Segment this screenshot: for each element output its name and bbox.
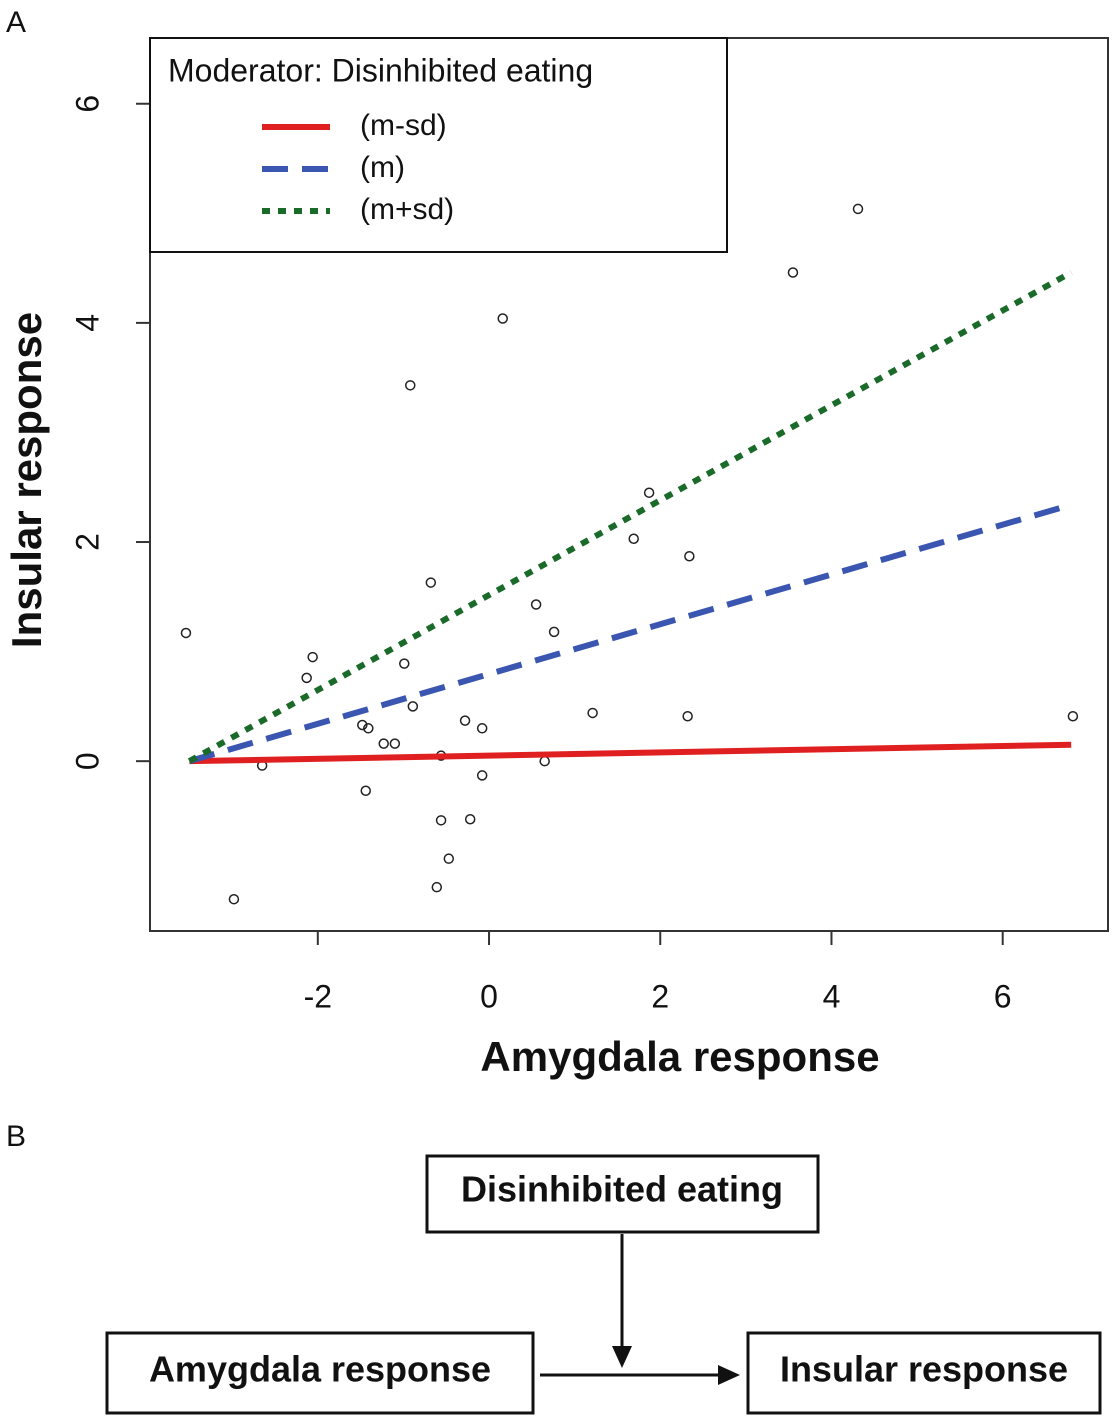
node-box xyxy=(746,1331,1102,1415)
point xyxy=(682,710,693,722)
diagram xyxy=(105,1154,1102,1415)
point xyxy=(443,853,455,864)
y-tick-label: 6 xyxy=(69,95,105,113)
point xyxy=(301,672,312,684)
y-tick-label: 2 xyxy=(69,533,105,551)
y-tick-label: 4 xyxy=(69,314,105,332)
point xyxy=(476,723,488,734)
point xyxy=(378,738,389,749)
point xyxy=(425,577,437,588)
x-tick-label: 2 xyxy=(651,978,669,1014)
fit-line xyxy=(187,269,1073,764)
x-tick-label: 0 xyxy=(480,978,498,1014)
legend: Moderator: Disinhibited eating (m-sd) (m) (… xyxy=(149,37,728,253)
point xyxy=(360,785,371,796)
point xyxy=(405,380,416,391)
y-axis-label: Insular response xyxy=(3,312,50,648)
node-box xyxy=(105,1331,535,1415)
point xyxy=(464,813,476,825)
node-label: Insular response xyxy=(780,1349,1068,1390)
point xyxy=(643,487,655,498)
point xyxy=(363,723,374,734)
point xyxy=(852,203,864,215)
point xyxy=(587,707,598,719)
point xyxy=(407,701,419,712)
legend-title: Moderator: Disinhibited eating xyxy=(168,52,593,88)
node-label: Disinhibited eating xyxy=(461,1169,783,1210)
point xyxy=(476,770,488,781)
point xyxy=(228,893,240,905)
arrow-head xyxy=(612,1346,632,1368)
legend-label: (m) xyxy=(360,151,405,184)
point xyxy=(548,626,560,638)
point xyxy=(787,267,799,278)
point xyxy=(307,651,318,663)
arrow-head xyxy=(718,1365,740,1385)
legend-box xyxy=(149,37,728,253)
fit-line xyxy=(188,501,1073,765)
panel-label: B xyxy=(6,1120,26,1153)
point xyxy=(497,313,508,324)
plot: -2 0 2 4 6 0 2 4 6 Amygdala response Insular respo… xyxy=(3,37,1109,1080)
point xyxy=(180,627,192,639)
fit-line xyxy=(189,741,1072,765)
point xyxy=(628,533,639,544)
point xyxy=(399,658,410,669)
x-tick-label: 4 xyxy=(823,978,841,1014)
point xyxy=(1067,710,1079,722)
point xyxy=(357,719,368,731)
x-tick-label: -2 xyxy=(304,978,332,1014)
point xyxy=(539,755,550,767)
x-axis-label: Amygdala response xyxy=(480,1033,879,1080)
point xyxy=(389,738,401,749)
panel-label: A xyxy=(6,6,26,39)
point xyxy=(530,599,542,610)
point xyxy=(684,551,695,562)
legend-label: (m-sd) xyxy=(360,109,447,142)
y-tick-label: 0 xyxy=(69,752,105,770)
point xyxy=(435,815,447,826)
point xyxy=(459,715,471,726)
point xyxy=(431,881,443,893)
legend-label: (m+sd) xyxy=(360,193,454,226)
node-label: Amygdala response xyxy=(149,1349,491,1390)
node-box xyxy=(425,1154,820,1234)
x-tick-label: 6 xyxy=(994,978,1012,1014)
